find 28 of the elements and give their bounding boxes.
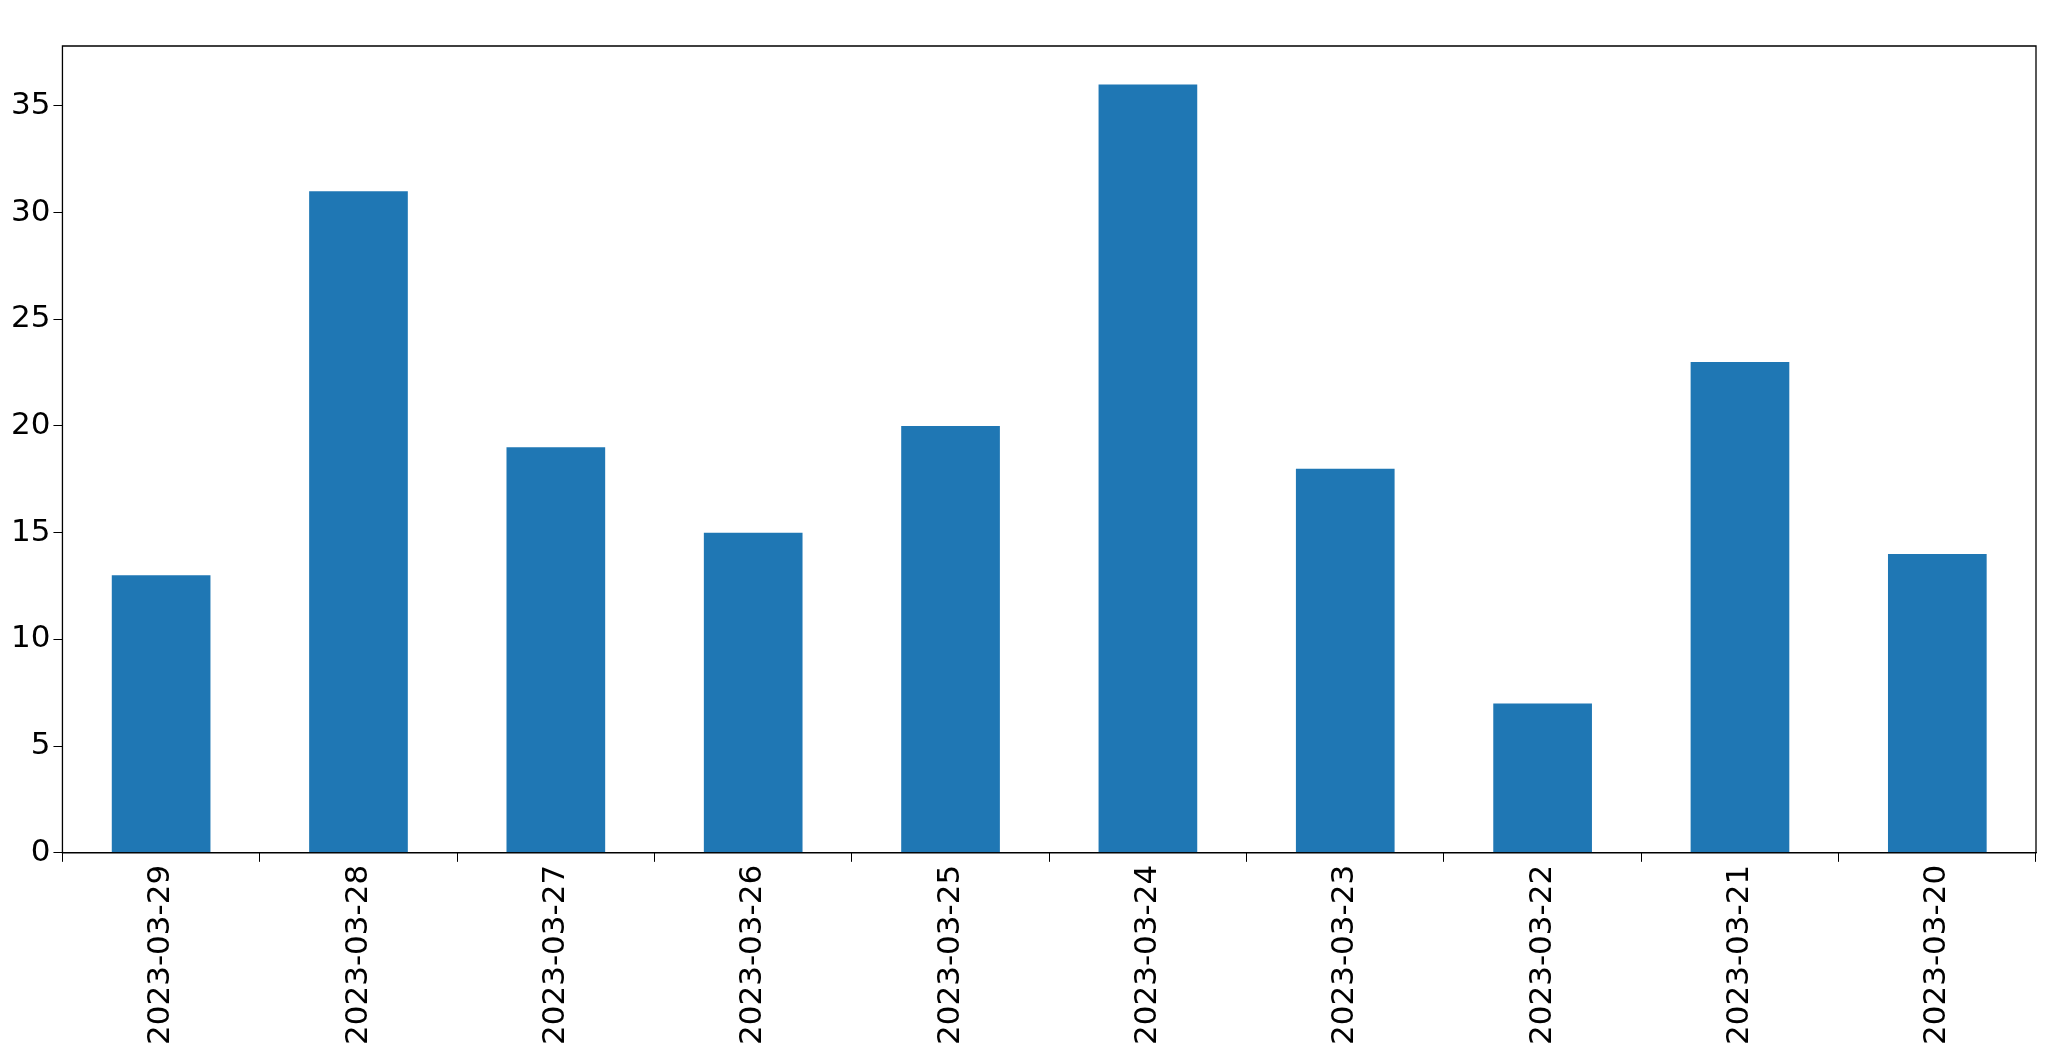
- bar: [309, 191, 408, 853]
- bar: [1098, 84, 1198, 853]
- x-tick-label: 2023-03-20: [1916, 864, 1953, 1046]
- y-tick-label: 10: [10, 618, 51, 655]
- bar: [506, 447, 606, 853]
- y-tick-label: 0: [30, 831, 51, 868]
- x-tick-label: 2023-03-25: [929, 864, 966, 1046]
- y-tick-label: 30: [10, 191, 51, 228]
- y-tick-label: 25: [10, 298, 51, 335]
- bar: [901, 425, 1000, 853]
- x-tick-label: 2023-03-28: [337, 864, 374, 1046]
- x-tick-label: 2023-03-21: [1719, 864, 1756, 1046]
- y-tick-label: 15: [10, 511, 51, 548]
- bar: [703, 532, 803, 853]
- x-tick-label: 2023-03-22: [1521, 864, 1558, 1046]
- bar: [111, 575, 211, 853]
- y-tick-label: 20: [10, 404, 51, 441]
- y-tick-label: 5: [30, 725, 51, 762]
- x-tick-label: 2023-03-26: [732, 864, 769, 1046]
- bar: [1493, 703, 1592, 853]
- bar: [1690, 361, 1790, 853]
- x-tick-label: 2023-03-27: [534, 864, 571, 1046]
- y-tick-label: 35: [10, 84, 51, 121]
- bar: [1887, 554, 1987, 853]
- x-tick-label: 2023-03-24: [1126, 864, 1163, 1046]
- x-tick-label: 2023-03-29: [140, 864, 177, 1046]
- bar: [1295, 468, 1395, 853]
- x-tick-label: 2023-03-23: [1324, 864, 1361, 1046]
